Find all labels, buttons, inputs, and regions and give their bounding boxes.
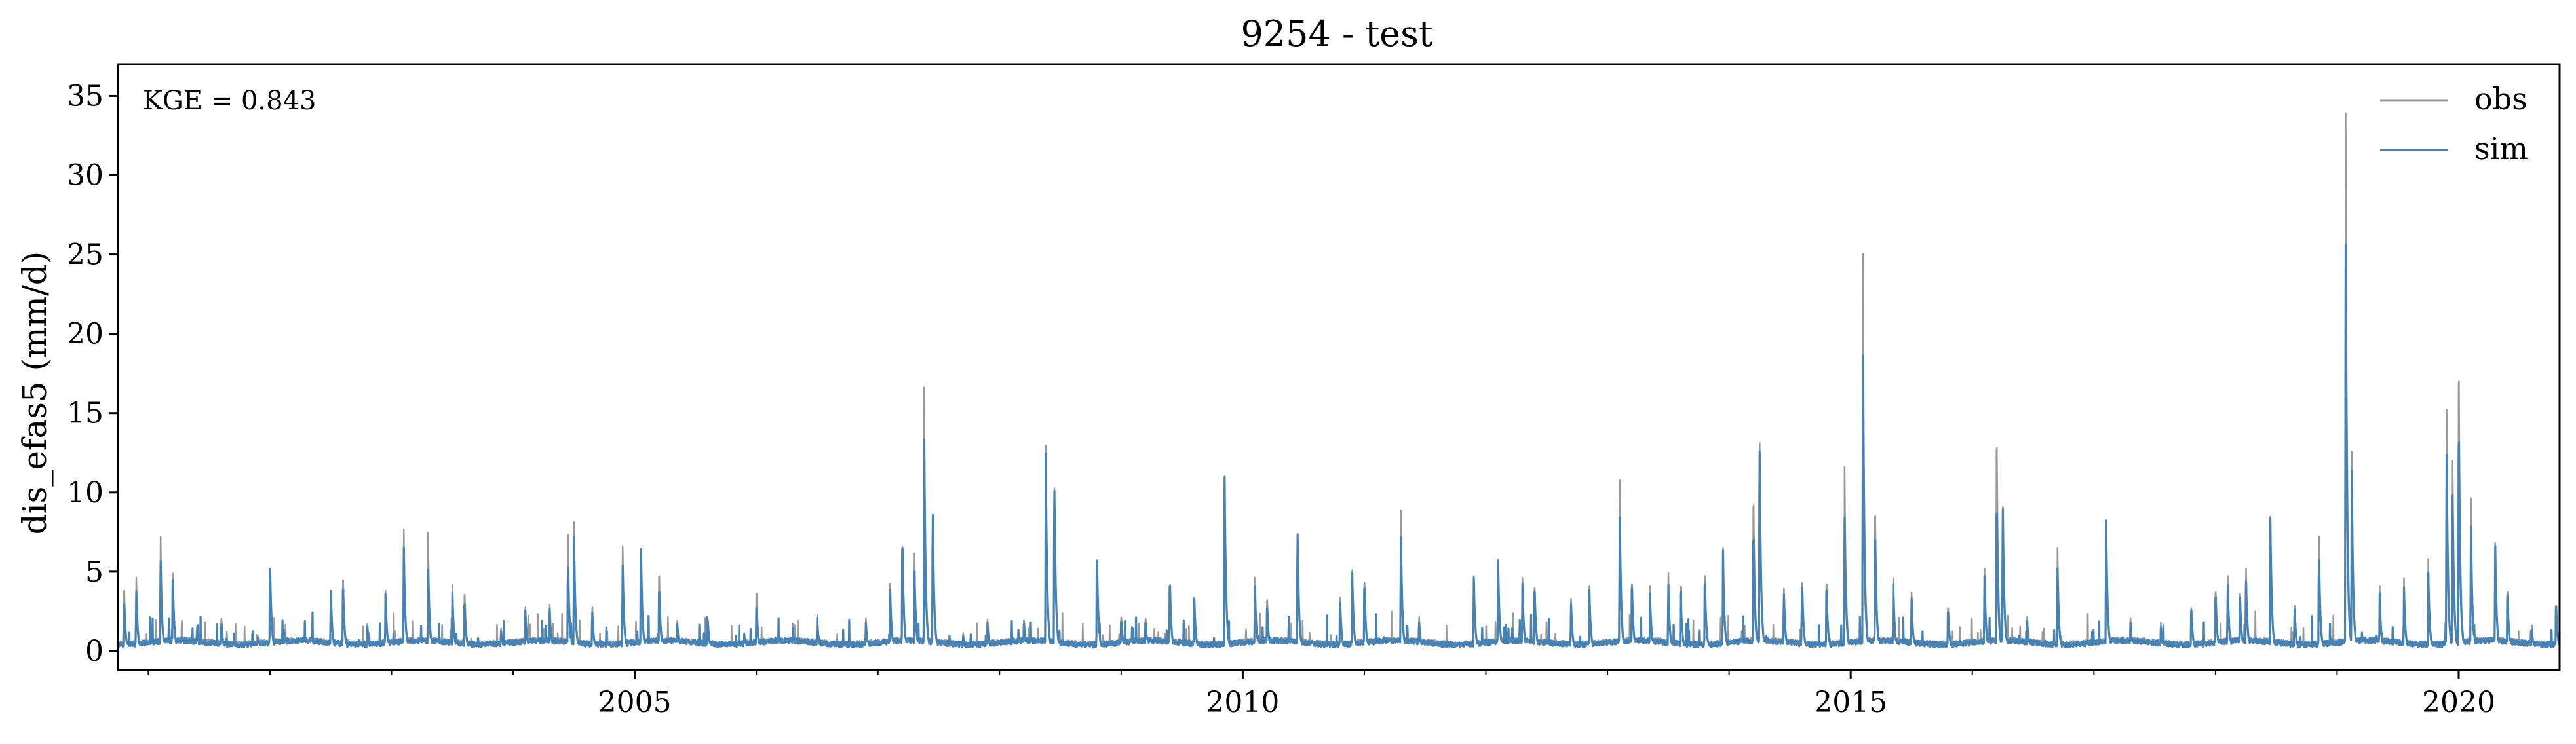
series-line-sim	[118, 244, 2560, 648]
y-axis-label: dis_efas5 (mm/d)	[16, 251, 54, 535]
x-tick-label: 2005	[598, 686, 672, 719]
y-tick-label: 0	[85, 635, 104, 668]
chart-title: 9254 - test	[1240, 13, 1432, 54]
y-tick-label: 25	[67, 238, 104, 272]
y-tick-label: 10	[67, 476, 104, 510]
y-axis: 0 5 10 15 20 25 30 35	[67, 79, 118, 668]
y-tick-label: 15	[67, 397, 104, 430]
y-tick-label: 30	[67, 159, 104, 193]
kge-annotation: KGE = 0.843	[143, 86, 317, 116]
legend: obs sim	[2380, 81, 2528, 166]
x-axis: 2005 2010 2015 2020	[147, 670, 2495, 719]
y-tick-label: 20	[67, 318, 104, 351]
series-line-obs	[118, 112, 2560, 648]
legend-label-sim: sim	[2474, 131, 2528, 166]
y-tick-label: 5	[85, 555, 104, 589]
x-tick-label: 2015	[1814, 686, 1887, 719]
x-tick-label: 2010	[1206, 686, 1279, 719]
x-tick-label: 2020	[2422, 686, 2495, 719]
y-tick-label: 35	[67, 79, 104, 113]
plot-area	[118, 112, 2560, 648]
legend-label-obs: obs	[2474, 81, 2528, 117]
plot-frame	[117, 63, 2561, 671]
